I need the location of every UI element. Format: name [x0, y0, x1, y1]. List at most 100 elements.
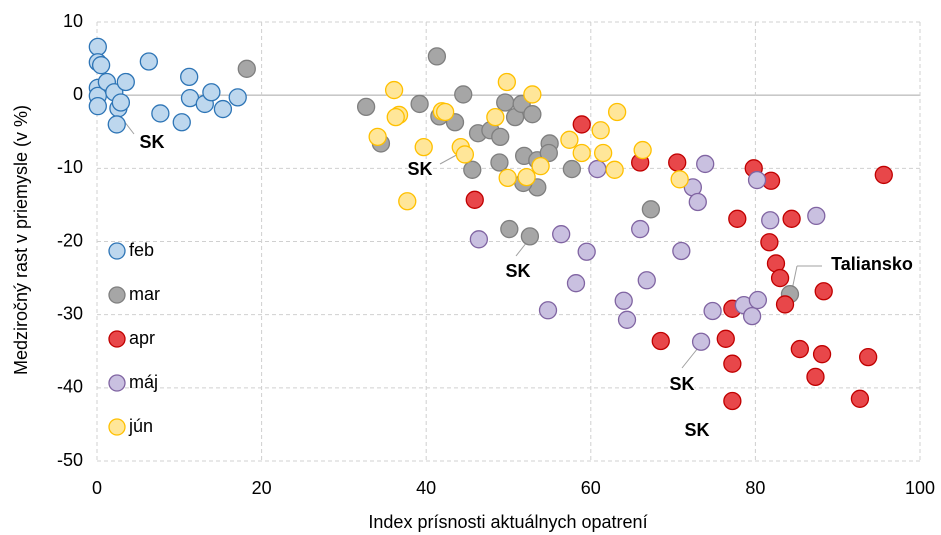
data-point [531, 156, 550, 176]
data-point [562, 159, 582, 179]
x-tick-label: 60 [581, 478, 601, 498]
data-point [435, 102, 455, 122]
data-point [454, 85, 473, 104]
data-point [617, 310, 637, 329]
legend-label: máj [129, 372, 158, 392]
data-point [356, 97, 376, 117]
data-point [465, 190, 484, 209]
data-point [151, 104, 170, 123]
data-point [523, 85, 542, 104]
data-point [463, 160, 482, 179]
data-point [691, 332, 711, 351]
data-point [91, 56, 111, 75]
data-point [782, 209, 801, 228]
data-point [614, 291, 633, 310]
legend-marker [108, 418, 126, 436]
data-point [202, 83, 221, 102]
data-point [566, 274, 586, 293]
data-point [716, 329, 735, 348]
y-tick-label: -40 [57, 377, 83, 397]
y-tick-label: -20 [57, 230, 83, 250]
data-point [427, 47, 447, 66]
data-point [386, 107, 405, 127]
data-point [213, 99, 233, 119]
legend-marker [108, 374, 126, 392]
data-point [607, 102, 627, 122]
legend-label: jún [128, 416, 153, 436]
data-point [538, 301, 558, 320]
legend-marker [108, 242, 126, 260]
data-point [116, 72, 135, 92]
data-point [88, 37, 107, 57]
annotation: SK [139, 132, 164, 152]
data-point [812, 345, 832, 364]
data-point [748, 290, 768, 310]
data-point [672, 241, 691, 261]
annotation: SK [684, 420, 709, 440]
data-point [605, 160, 624, 179]
y-tick-label: -30 [57, 303, 83, 323]
data-point [490, 153, 509, 172]
y-tick-label: -50 [57, 450, 83, 470]
data-point [790, 339, 809, 359]
legend-label: feb [129, 240, 154, 260]
data-point [728, 209, 747, 228]
x-tick-label: 0 [92, 478, 102, 498]
data-point [723, 354, 742, 373]
data-point [631, 219, 650, 239]
data-point [591, 121, 610, 140]
data-point [523, 105, 542, 124]
data-point [139, 52, 158, 71]
x-tick-label: 20 [252, 478, 272, 498]
y-axis-title: Medziročný rast v priemysle (v %) [11, 105, 31, 375]
annotation: SK [407, 159, 432, 179]
y-tick-label: 10 [63, 11, 83, 31]
y-tick-label: 0 [73, 84, 83, 104]
data-point [806, 367, 825, 387]
data-point [577, 242, 596, 261]
data-point [637, 271, 656, 290]
legend-marker [108, 330, 126, 348]
data-point [814, 282, 833, 301]
data-point [859, 347, 878, 367]
x-tick-label: 80 [745, 478, 765, 498]
data-point [491, 127, 510, 147]
data-point [88, 96, 107, 116]
data-point [497, 72, 517, 92]
data-point [696, 154, 715, 174]
data-point [111, 93, 131, 112]
data-point [368, 127, 387, 147]
data-point [668, 153, 687, 172]
data-point [486, 107, 505, 127]
legend-label: apr [129, 328, 155, 348]
data-point [384, 80, 404, 100]
data-point [552, 225, 571, 244]
x-tick-label: 100 [905, 478, 935, 498]
data-point [874, 165, 893, 185]
data-point [539, 143, 558, 163]
data-point [747, 170, 767, 190]
data-point [520, 227, 540, 246]
data-point [670, 170, 689, 189]
leader-line [681, 347, 699, 369]
data-point [172, 113, 191, 132]
annotation: SK [505, 261, 530, 281]
data-point [398, 192, 417, 211]
data-point [641, 200, 661, 219]
data-point [500, 219, 519, 239]
data-point [517, 167, 536, 187]
data-point [237, 59, 256, 78]
data-point [572, 143, 591, 163]
annotation: SK [669, 374, 694, 394]
legend-marker [108, 286, 126, 304]
data-point [761, 211, 780, 230]
data-point [414, 137, 433, 157]
data-point [688, 192, 707, 212]
x-axis-title: Index prísnosti aktuálnych opatrení [368, 512, 647, 532]
leader-line [515, 241, 528, 257]
data-point [180, 67, 199, 87]
data-point [770, 268, 790, 288]
data-point [469, 230, 489, 249]
annotation: Taliansko [831, 254, 913, 274]
